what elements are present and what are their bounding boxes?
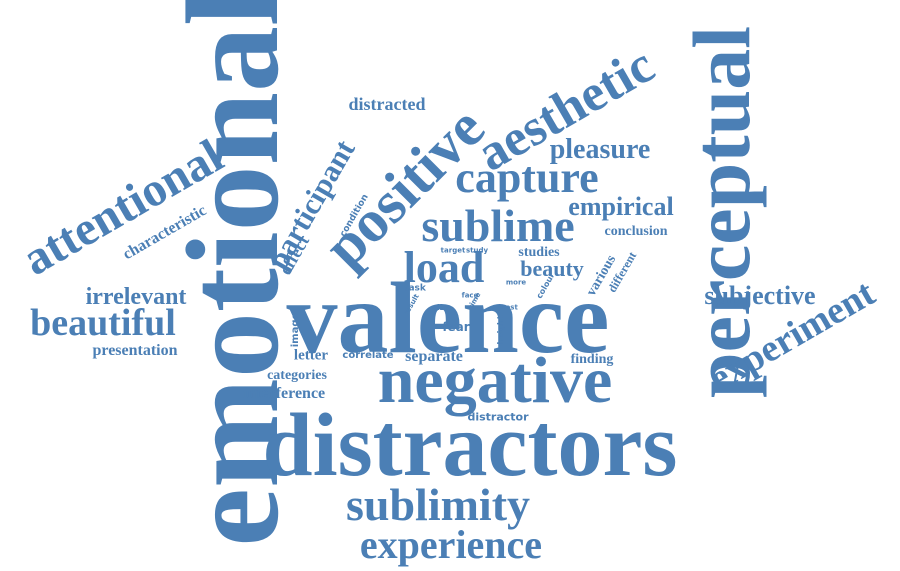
word-interference: interference xyxy=(242,385,326,402)
word-experience: experience xyxy=(359,522,543,567)
word-subjective: subjective xyxy=(704,281,816,310)
word-distractor: distractor xyxy=(467,410,529,424)
word-face: face xyxy=(461,291,479,300)
word-pleasure: pleasure xyxy=(549,134,651,165)
word-beauty: beauty xyxy=(520,256,584,281)
word-image: image xyxy=(290,312,301,348)
word-fear: fear xyxy=(442,320,470,334)
word-more: more xyxy=(505,278,527,287)
word-categories: categories xyxy=(267,368,327,383)
word-load: load xyxy=(403,243,485,292)
word-negative: negative xyxy=(377,344,613,417)
word-finding: finding xyxy=(570,352,614,367)
word-empirical: empirical xyxy=(568,192,674,221)
word-size: size xyxy=(432,303,450,312)
word-correlate: correlate xyxy=(342,350,394,361)
word-sublime: sublime xyxy=(421,200,575,251)
word-task: task xyxy=(404,283,426,294)
word-irrelevant: irrelevant xyxy=(85,284,187,310)
word-height: height xyxy=(496,315,505,345)
word-capture: capture xyxy=(455,153,599,202)
word-sublimity: sublimity xyxy=(345,479,531,530)
word-beautiful: beautiful xyxy=(30,302,176,344)
word-distractors: distractors xyxy=(262,396,678,495)
word-studies: studies xyxy=(518,245,560,260)
word-distracted: distracted xyxy=(348,94,426,114)
word-target: target xyxy=(440,246,466,255)
word-conclusion: conclusion xyxy=(604,224,668,239)
word-presentation: presentation xyxy=(92,342,178,359)
word-separate: separate xyxy=(405,348,463,365)
word-study: study xyxy=(465,246,489,255)
word-most: most xyxy=(498,303,518,312)
word-valence: valence xyxy=(286,262,610,375)
word-letter: letter xyxy=(293,347,329,364)
